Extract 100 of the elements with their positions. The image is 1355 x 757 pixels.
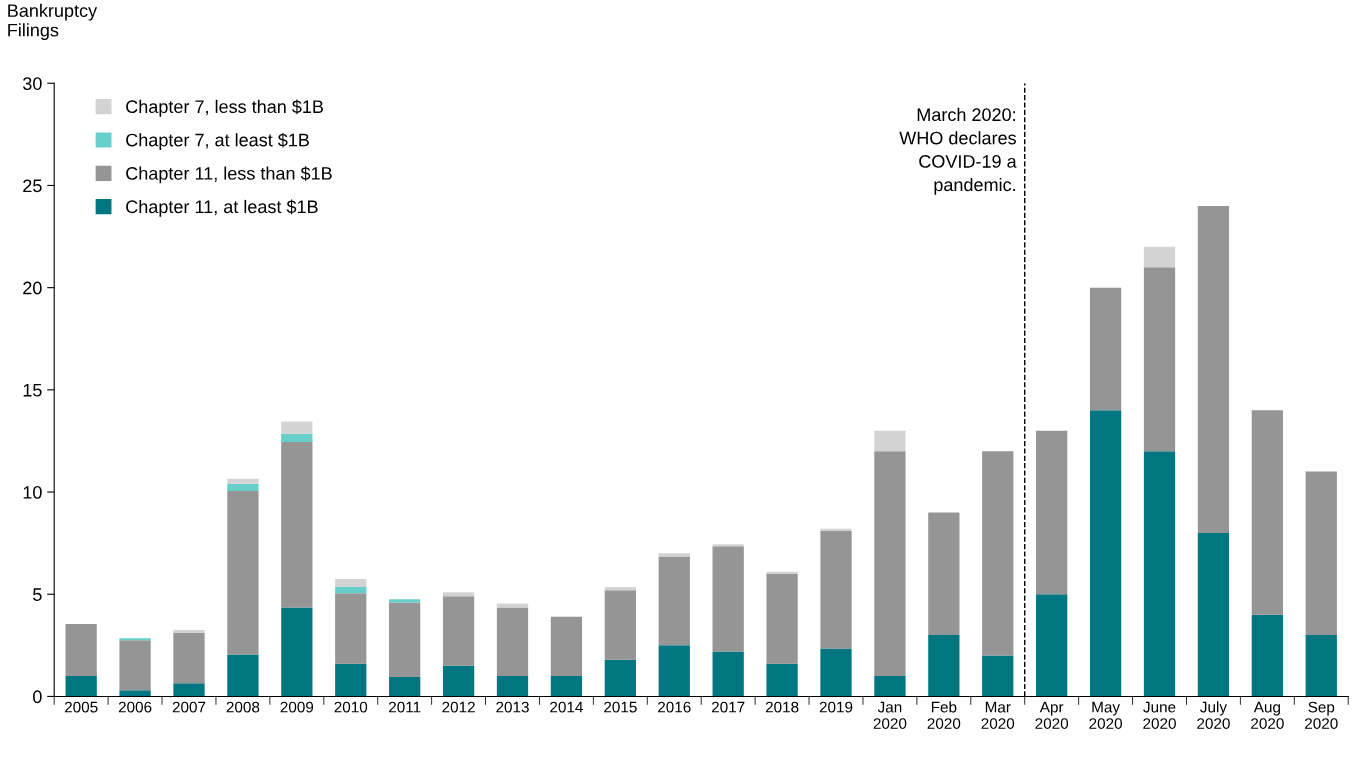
x-tick-label: Jan 2020 (873, 701, 907, 729)
bar (281, 607, 313, 697)
bar (119, 638, 151, 641)
bar (766, 573, 798, 664)
bar (442, 665, 475, 697)
x-tick-label: Apr 2020 (1035, 701, 1069, 729)
bar (1143, 267, 1176, 452)
x-tick-label: 2010 (334, 701, 368, 713)
bar (982, 451, 1014, 656)
bar (173, 683, 205, 697)
bar (335, 593, 367, 664)
bar (227, 478, 259, 484)
bar (712, 544, 744, 547)
bar (658, 553, 690, 557)
bar (1197, 532, 1230, 697)
bar (496, 607, 529, 676)
bar (604, 659, 636, 697)
bar (1036, 594, 1068, 697)
bar (65, 623, 97, 676)
y-tick-label: 30 (23, 77, 42, 90)
legend-label: Chapter 11, at least $1B (126, 199, 318, 217)
bar (1143, 451, 1176, 697)
x-tick-label: 2018 (765, 701, 799, 713)
bar (389, 677, 421, 697)
x-tick-label: 2017 (711, 701, 745, 713)
bar (604, 587, 636, 591)
bar (496, 676, 529, 697)
bar (766, 571, 798, 574)
x-tick-label: 2006 (118, 701, 152, 713)
y-tick-label: 0 (33, 690, 42, 704)
y-tick-label: 15 (23, 383, 42, 397)
x-tick-label: 2012 (442, 701, 475, 713)
bar (820, 530, 852, 649)
bar (442, 596, 475, 666)
bar (1089, 410, 1122, 697)
bar (658, 645, 690, 697)
bar (335, 587, 367, 594)
bar (1197, 205, 1230, 533)
bar (442, 592, 475, 597)
x-tick-label: Aug 2020 (1251, 701, 1284, 729)
bar (227, 654, 259, 697)
x-tick-label: 2005 (64, 701, 98, 713)
bar (1251, 410, 1283, 615)
bar (65, 676, 97, 697)
bar (119, 690, 151, 697)
x-tick-label: Feb 2020 (927, 701, 961, 729)
y-tick-label: 20 (23, 281, 42, 295)
y-tick-label: 5 (33, 588, 42, 601)
bar (227, 491, 259, 655)
x-tick-label: July 2020 (1197, 701, 1230, 729)
x-tick-label: 2008 (226, 701, 260, 713)
bar (820, 648, 852, 697)
x-tick-label: 2019 (819, 701, 853, 713)
bar (928, 512, 960, 636)
legend-label: Chapter 7, less than $1B (126, 99, 323, 117)
bar (281, 433, 313, 442)
bar (389, 599, 421, 603)
x-tick-label: 2013 (496, 701, 529, 713)
bar (1251, 614, 1283, 697)
bar (1305, 471, 1337, 636)
bar (281, 441, 313, 608)
bar (1143, 246, 1176, 268)
bar (874, 451, 906, 676)
x-tick-label: 2014 (550, 701, 583, 713)
bar (712, 546, 744, 652)
x-tick-label: Mar 2020 (981, 701, 1015, 729)
x-tick-label: 2009 (280, 701, 314, 713)
x-tick-label: 2011 (389, 701, 421, 713)
bar (928, 635, 960, 697)
bar (712, 651, 744, 697)
bar (550, 676, 583, 697)
bar (604, 590, 636, 660)
x-tick-label: 2016 (658, 701, 691, 713)
bar (550, 616, 583, 676)
annotation: March 2020: WHO declares COVID-19 a pandemic. (899, 107, 1017, 195)
bar (119, 640, 151, 691)
bar (1036, 430, 1068, 595)
x-tick-label: 2007 (172, 701, 206, 713)
y-tick-label: 10 (23, 485, 42, 499)
bar (335, 663, 367, 697)
x-tick-label: 2015 (604, 701, 637, 713)
bar (389, 602, 421, 678)
x-tick-label: June 2020 (1143, 701, 1176, 729)
bar (766, 663, 798, 697)
bar (982, 655, 1014, 697)
bar (227, 483, 259, 492)
y-tick-label: 25 (23, 179, 42, 193)
bar (173, 630, 205, 634)
bar (658, 556, 690, 646)
x-tick-label: Sep 2020 (1305, 701, 1338, 729)
bar (335, 578, 367, 588)
legend-label: Chapter 11, less than $1B (126, 166, 332, 184)
bar (1305, 635, 1337, 697)
bar (820, 528, 852, 531)
bar (874, 676, 906, 697)
bar (496, 603, 529, 608)
x-tick-label: May 2020 (1089, 701, 1122, 729)
bar (1089, 287, 1122, 411)
legend-label: Chapter 7, at least $1B (126, 132, 309, 150)
bar (874, 430, 906, 452)
